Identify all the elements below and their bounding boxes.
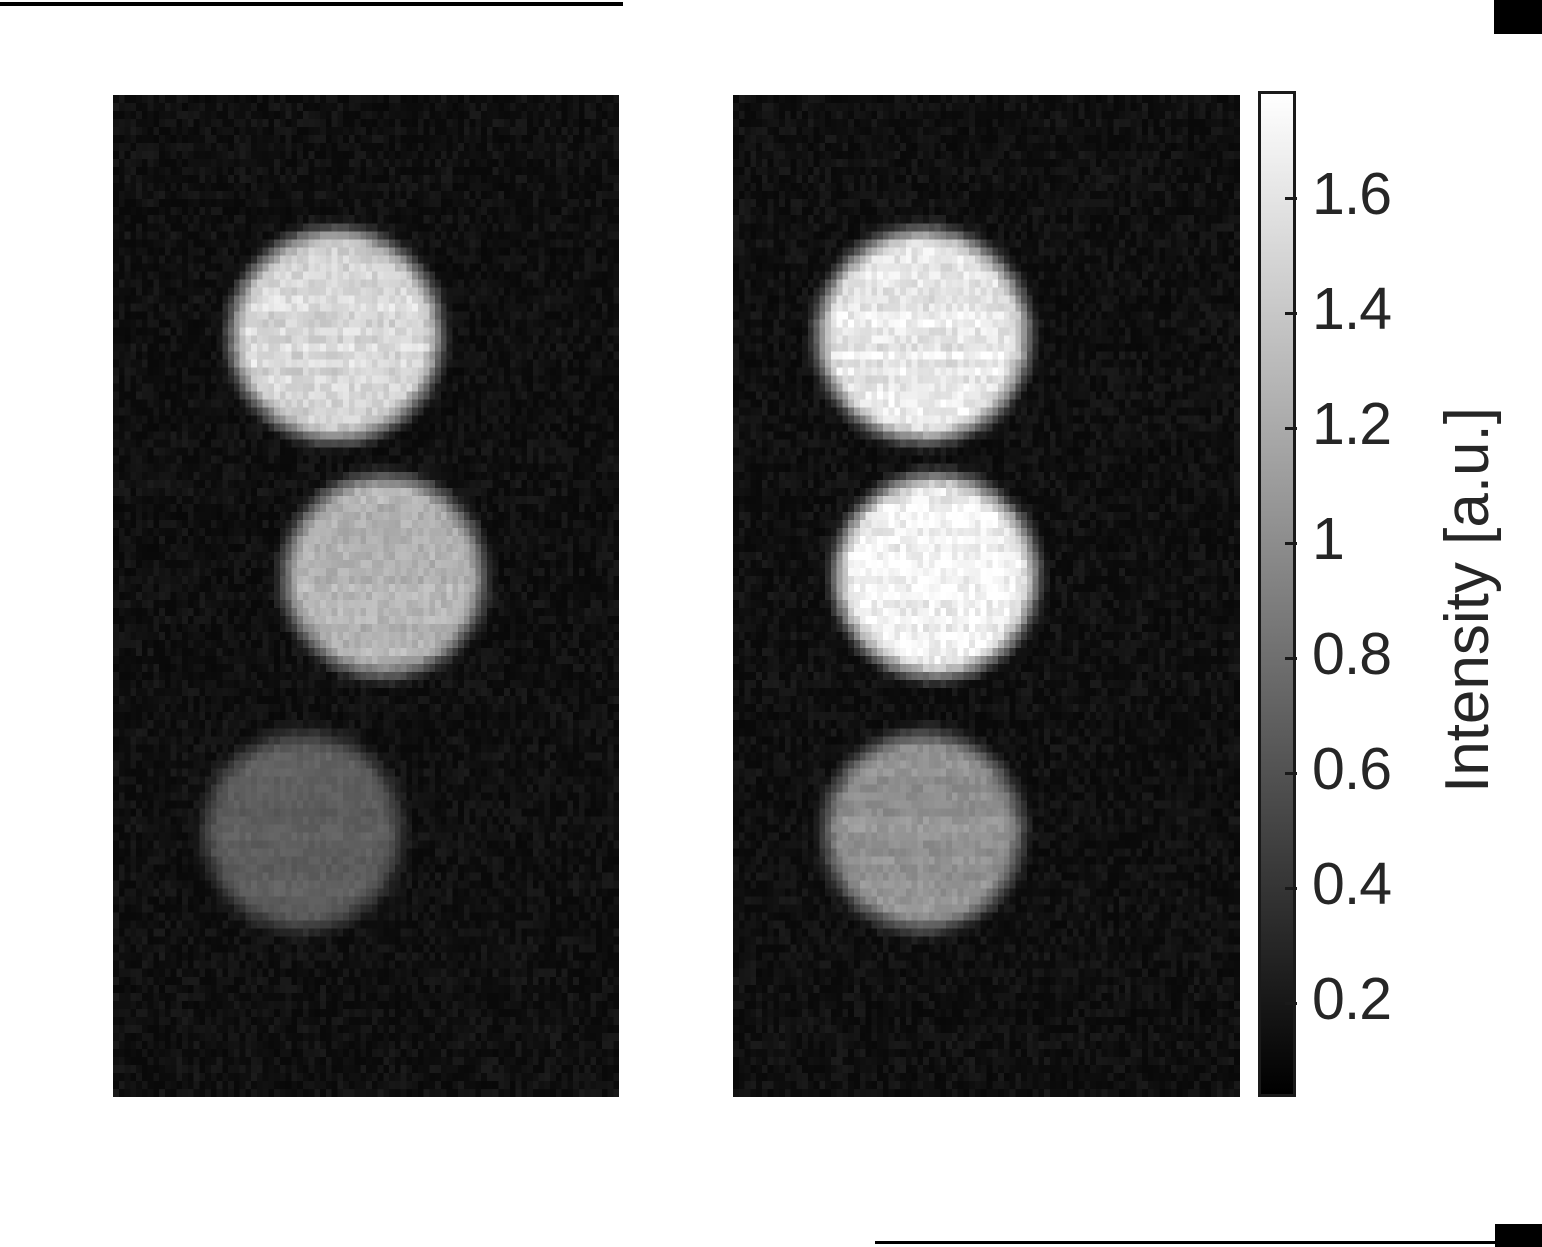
colorbar-tick-label: 0.4 <box>1312 851 1392 917</box>
colorbar-tick-label: 0.2 <box>1312 966 1392 1032</box>
colorbar-gradient <box>1258 91 1296 1097</box>
colorbar-tick <box>1285 542 1297 545</box>
colorbar-tick-label: 0.8 <box>1312 621 1392 687</box>
colorbar-tick <box>1285 887 1297 890</box>
left-image-panel <box>113 95 619 1097</box>
right-image-canvas <box>733 95 1240 1097</box>
colorbar-tick <box>1285 657 1297 660</box>
colorbar-tick-label: 1.6 <box>1312 161 1392 227</box>
colorbar-tick-label: 1.2 <box>1312 391 1392 457</box>
intensity-colorbar <box>1258 91 1297 1097</box>
colorbar-axis-label-text: Intensity [a.u.] <box>1433 407 1502 793</box>
colorbar-tick <box>1285 427 1297 430</box>
colorbar-tick <box>1285 312 1297 315</box>
left-image-canvas <box>113 95 619 1097</box>
top-left-rule <box>0 2 623 6</box>
right-image-panel <box>733 95 1240 1097</box>
colorbar-tick <box>1285 1002 1297 1005</box>
colorbar-tick-label: 1.4 <box>1312 276 1392 342</box>
bottom-right-rule <box>875 1241 1495 1244</box>
colorbar-tick-label: 0.6 <box>1312 736 1392 802</box>
colorbar-axis-label: Intensity [a.u.] <box>1432 0 1504 1200</box>
colorbar-tick <box>1285 197 1297 200</box>
colorbar-tick-label: 1 <box>1312 506 1345 572</box>
bottom-right-block <box>1495 1224 1542 1247</box>
top-right-block <box>1494 0 1542 34</box>
colorbar-tick <box>1285 772 1297 775</box>
